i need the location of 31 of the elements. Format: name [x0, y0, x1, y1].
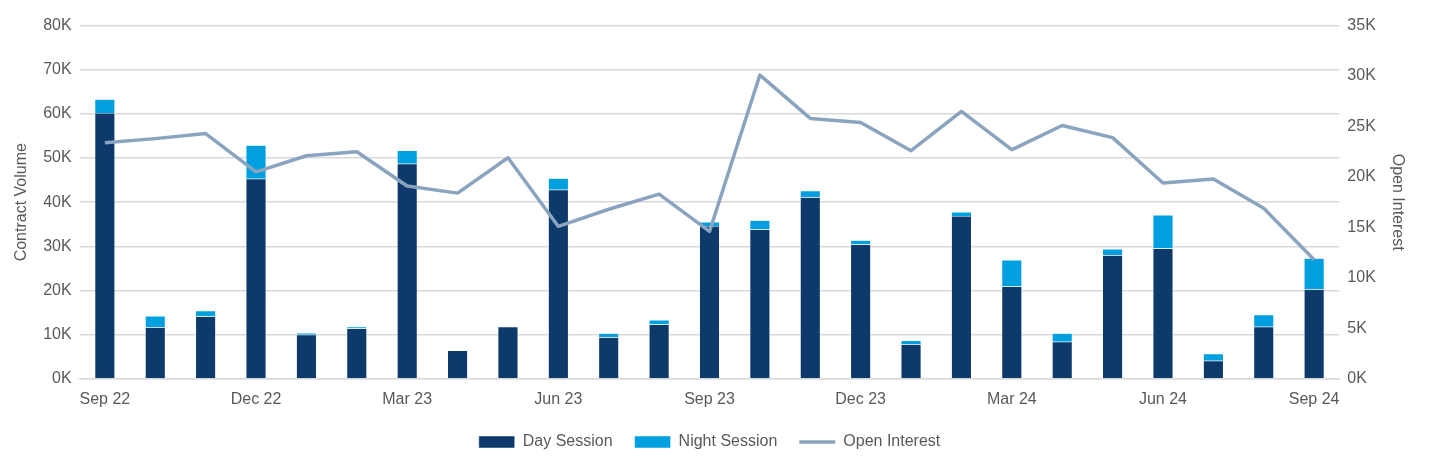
x-tick-label: Jun 23 — [534, 389, 583, 407]
y2-tick-label: 10K — [1347, 268, 1377, 286]
x-tick-label: Dec 23 — [835, 389, 887, 407]
legend-label: Day Session — [522, 432, 613, 450]
y2-tick-label: 0K — [1347, 369, 1368, 387]
y-tick-label: 10K — [43, 325, 72, 343]
y-tick-label: 50K — [43, 148, 72, 166]
y2-axis-title: Open Interest — [1389, 153, 1407, 252]
y2-tick-label: 5K — [1347, 318, 1368, 336]
y2-tick-label: 20K — [1347, 167, 1377, 185]
y-tick-label: 60K — [43, 104, 72, 122]
x-tick-label: Mar 24 — [986, 389, 1037, 407]
x-tick-label: Sep 23 — [684, 389, 735, 407]
x-tick-label: Mar 23 — [382, 389, 433, 407]
y-tick-label: 20K — [43, 280, 72, 298]
y2-tick-label: 15K — [1347, 217, 1377, 235]
y2-tick-label: 35K — [1347, 16, 1377, 34]
legend-label: Night Session — [678, 432, 778, 450]
x-tick-label: Sep 24 — [1288, 389, 1340, 407]
y-axis-title: Contract Volume — [12, 142, 30, 262]
y2-tick-label: 25K — [1347, 116, 1377, 134]
y-tick-label: 40K — [43, 192, 72, 210]
legend-label: Open Interest — [843, 432, 941, 450]
y-tick-label: 30K — [43, 236, 72, 254]
y-tick-label: 0K — [52, 369, 72, 387]
y-tick-label: 80K — [43, 16, 72, 34]
x-tick-label: Dec 22 — [230, 389, 282, 407]
x-tick-label: Jun 24 — [1138, 389, 1188, 407]
y2-tick-label: 30K — [1347, 66, 1377, 84]
x-tick-label: Sep 22 — [79, 389, 131, 407]
y-tick-label: 70K — [43, 60, 72, 78]
